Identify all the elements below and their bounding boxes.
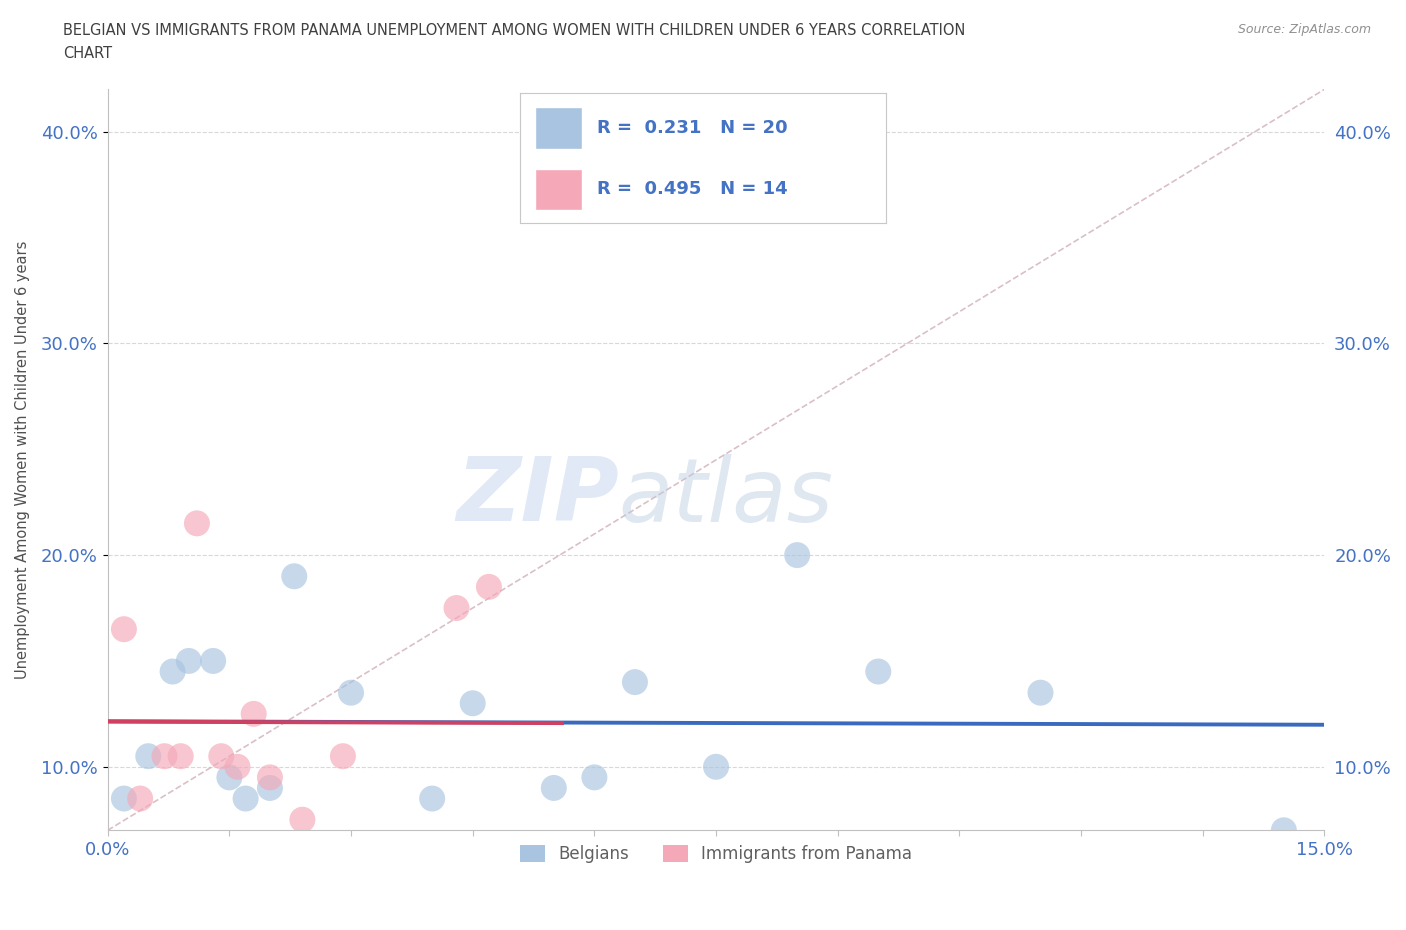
- Legend: Belgians, Immigrants from Panama: Belgians, Immigrants from Panama: [513, 839, 918, 870]
- Point: [218, 770, 240, 785]
- Point: [420, 791, 443, 806]
- Point: [186, 516, 208, 531]
- Text: R =  0.231   N = 20: R = 0.231 N = 20: [598, 119, 787, 137]
- Point: [461, 696, 484, 711]
- Point: [704, 759, 727, 774]
- Point: [543, 780, 565, 795]
- Point: [526, 855, 548, 870]
- Point: [136, 749, 159, 764]
- Point: [209, 749, 232, 764]
- Text: ZIP: ZIP: [456, 454, 619, 540]
- Point: [177, 654, 200, 669]
- Point: [786, 548, 808, 563]
- Text: Source: ZipAtlas.com: Source: ZipAtlas.com: [1237, 23, 1371, 36]
- Text: R =  0.495   N = 14: R = 0.495 N = 14: [598, 180, 787, 198]
- Point: [1272, 823, 1295, 838]
- Point: [170, 749, 193, 764]
- Point: [259, 770, 281, 785]
- Point: [478, 579, 501, 594]
- Point: [162, 664, 184, 679]
- Text: atlas: atlas: [619, 454, 834, 540]
- Point: [446, 601, 468, 616]
- Point: [112, 791, 135, 806]
- Point: [242, 707, 264, 722]
- Y-axis label: Unemployment Among Women with Children Under 6 years: Unemployment Among Women with Children U…: [15, 241, 30, 679]
- Point: [624, 674, 647, 689]
- Point: [259, 780, 281, 795]
- Point: [235, 791, 257, 806]
- Point: [583, 770, 606, 785]
- Point: [340, 685, 363, 700]
- Point: [332, 749, 354, 764]
- Point: [1029, 685, 1052, 700]
- Point: [226, 759, 249, 774]
- Point: [868, 664, 890, 679]
- Point: [291, 812, 314, 827]
- Point: [153, 749, 176, 764]
- Point: [283, 569, 305, 584]
- Point: [129, 791, 152, 806]
- Text: BELGIAN VS IMMIGRANTS FROM PANAMA UNEMPLOYMENT AMONG WOMEN WITH CHILDREN UNDER 6: BELGIAN VS IMMIGRANTS FROM PANAMA UNEMPL…: [63, 23, 966, 38]
- Point: [112, 622, 135, 637]
- FancyBboxPatch shape: [534, 107, 582, 149]
- FancyBboxPatch shape: [534, 168, 582, 210]
- Point: [202, 654, 225, 669]
- Text: CHART: CHART: [63, 46, 112, 61]
